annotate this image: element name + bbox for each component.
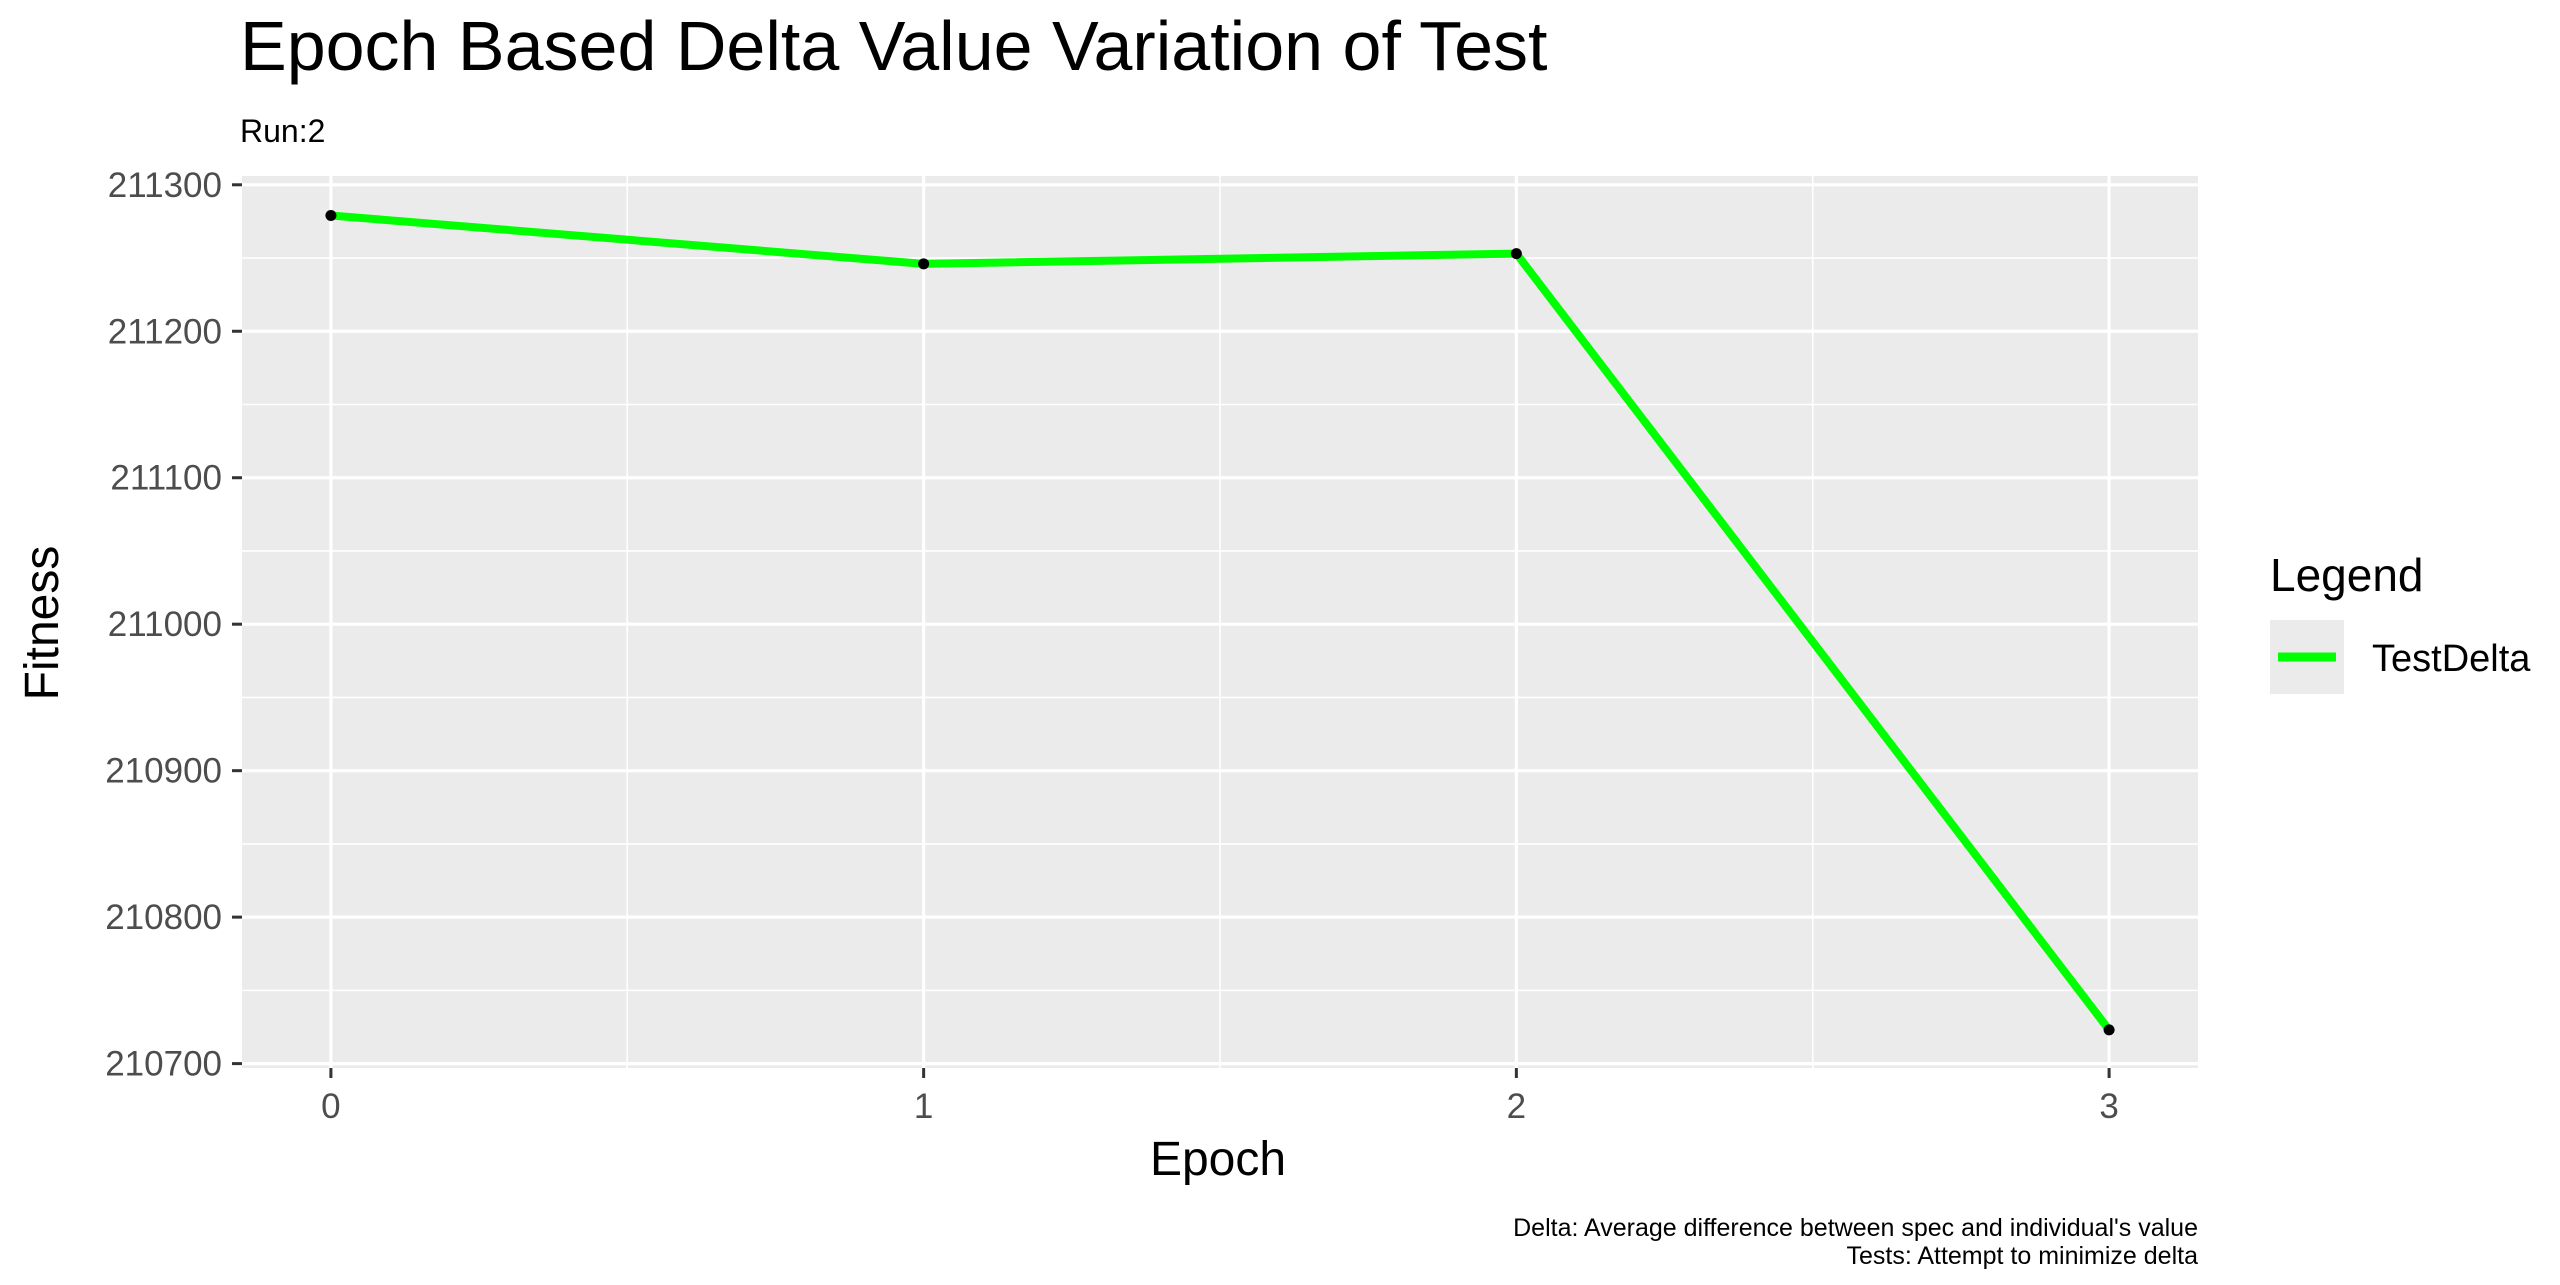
caption-line-1: Delta: Average difference between spec a… <box>1513 1214 2198 1242</box>
y-axis-title: Fitness <box>16 546 69 701</box>
y-tick-label: 210900 <box>105 752 222 791</box>
y-tick-label: 211300 <box>108 166 222 205</box>
grid-lines <box>242 176 2198 1068</box>
chart-title: Epoch Based Delta Value Variation of Tes… <box>240 7 1547 85</box>
chart-subtitle: Run:2 <box>240 113 325 149</box>
y-tick-label: 210800 <box>105 898 222 937</box>
y-tick-label: 211200 <box>108 312 222 351</box>
data-point <box>2103 1024 2115 1036</box>
x-axis-title: Epoch <box>1150 1133 1286 1186</box>
y-tick-label: 211100 <box>110 459 222 498</box>
x-tick-label: 0 <box>321 1087 340 1126</box>
x-tick-label: 2 <box>1507 1087 1526 1126</box>
data-point <box>1510 248 1522 260</box>
legend: Legend TestDelta <box>2270 549 2531 694</box>
x-tick-label: 3 <box>2099 1087 2118 1126</box>
series-line-testdelta <box>330 211 2113 1033</box>
y-tick-label: 210700 <box>105 1045 222 1084</box>
x-tick-label: 1 <box>914 1087 933 1126</box>
caption-line-2: Tests: Attempt to minimize delta <box>1846 1242 2198 1270</box>
data-point <box>918 258 930 270</box>
legend-entry-testdelta: TestDelta <box>2372 638 2531 680</box>
caption: Delta: Average difference between spec a… <box>1513 1214 2198 1270</box>
legend-title: Legend <box>2270 549 2424 601</box>
y-tick-label: 211000 <box>108 605 222 644</box>
data-point <box>325 210 337 222</box>
axes: 210700 210800 210900 211000 211100 211200 2113… <box>105 166 2119 1126</box>
series-layer <box>325 210 2115 1036</box>
